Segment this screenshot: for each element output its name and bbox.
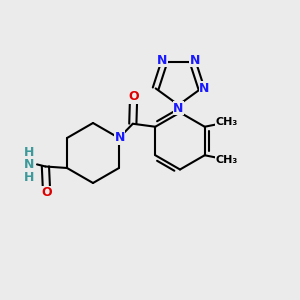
Text: H: H [24, 171, 34, 184]
Text: CH₃: CH₃ [216, 117, 238, 127]
Text: N: N [190, 54, 200, 67]
Text: N: N [199, 82, 209, 95]
Text: H: H [24, 146, 34, 159]
Text: N: N [157, 54, 167, 67]
Text: N: N [173, 101, 184, 115]
Text: CH₃: CH₃ [216, 155, 238, 165]
Text: O: O [128, 90, 139, 103]
Text: O: O [41, 186, 52, 200]
Text: N: N [24, 158, 34, 172]
Text: N: N [114, 131, 125, 144]
